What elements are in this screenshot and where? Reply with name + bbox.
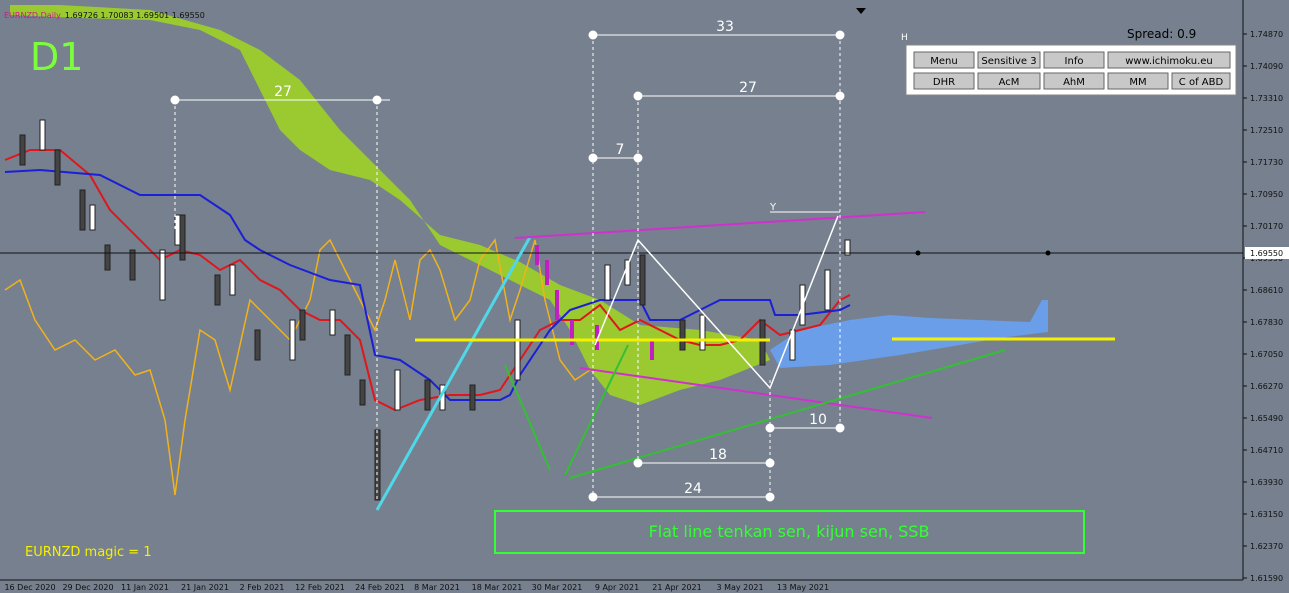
price-label: 1.66270 xyxy=(1250,382,1283,391)
measurements xyxy=(170,30,845,502)
trend-line xyxy=(375,236,532,511)
date-label: 24 Feb 2021 xyxy=(355,583,405,592)
marker: Y xyxy=(769,202,777,213)
annotation: 33 xyxy=(716,19,734,35)
price-label: 1.70170 xyxy=(1250,222,1283,231)
price-label: 1.63930 xyxy=(1250,478,1283,487)
spread: Spread: 0.9 xyxy=(1127,27,1196,41)
price-label: 1.65490 xyxy=(1250,414,1283,423)
candles-magenta xyxy=(535,245,654,360)
trend-line xyxy=(579,367,933,419)
callout-text: Flat line tenkan sen, kijun sen, SSB xyxy=(649,522,930,541)
trend-line xyxy=(514,211,926,239)
button-label: Info xyxy=(1065,56,1084,67)
button[interactable]: DHR xyxy=(913,72,975,90)
button-face xyxy=(1171,72,1231,90)
dot xyxy=(915,250,921,256)
price-label: 1.73310 xyxy=(1250,94,1283,103)
price-label: 1.67830 xyxy=(1250,318,1283,327)
price-label: 1.62370 xyxy=(1250,542,1283,551)
date-label: 29 Dec 2020 xyxy=(62,583,113,592)
price-label: 1.64710 xyxy=(1250,446,1283,455)
button[interactable]: AhM xyxy=(1043,72,1105,90)
date-label: 21 Apr 2021 xyxy=(652,583,701,592)
button[interactable]: Menu xyxy=(913,51,975,69)
annotation: 7 xyxy=(616,142,625,158)
chikou-span xyxy=(4,238,591,496)
date-label: 18 Mar 2021 xyxy=(472,583,523,592)
button-face xyxy=(1107,72,1169,90)
button-label: C of ABD xyxy=(1179,77,1224,88)
current-price-box xyxy=(1245,247,1289,259)
panel-icon[interactable]: H xyxy=(901,33,908,43)
abc-lines xyxy=(594,215,839,390)
date-label: 3 May 2021 xyxy=(716,583,763,592)
button-face xyxy=(1043,72,1105,90)
callout-box xyxy=(494,510,1085,554)
kijun-sen xyxy=(4,168,851,401)
date-label: 11 Jan 2021 xyxy=(121,583,169,592)
button-label: MM xyxy=(1129,77,1146,88)
dot xyxy=(1045,250,1051,256)
annotation: 18 xyxy=(709,447,727,463)
annotation: 27 xyxy=(739,80,757,96)
annotation: 27 xyxy=(274,84,292,100)
button-face xyxy=(1043,51,1105,69)
button-face xyxy=(1107,51,1231,69)
price-label: 1.68610 xyxy=(1250,286,1283,295)
button-face xyxy=(977,72,1041,90)
price-axis: 1.74870 1.74090 1.73310 1.72510 1.71730 1.709… xyxy=(1243,30,1283,583)
button-label: Menu xyxy=(930,56,957,67)
button[interactable]: Info xyxy=(1043,51,1105,69)
button[interactable]: Sensitive 3 xyxy=(977,51,1041,69)
button-face xyxy=(913,51,975,69)
date-label: 9 Apr 2021 xyxy=(595,583,639,592)
price-label: 1.74870 xyxy=(1250,30,1283,39)
date-label: 2 Feb 2021 xyxy=(240,583,285,592)
footer-label: EURNZD magic = 1 xyxy=(25,545,152,560)
current-price: 1.69550 xyxy=(1250,249,1283,258)
kumo-blue xyxy=(770,300,1048,368)
scroll-marker xyxy=(856,8,866,14)
date-axis: 16 Dec 2020 29 Dec 2020 11 Jan 2021 21 Jan … xyxy=(4,583,829,592)
price-label: 1.71730 xyxy=(1250,158,1283,167)
date-label: 8 Mar 2021 xyxy=(414,583,460,592)
price-label: 1.63150 xyxy=(1250,510,1283,519)
button[interactable]: AcM xyxy=(977,72,1041,90)
date-label: 16 Dec 2020 xyxy=(4,583,55,592)
date-label: 21 Jan 2021 xyxy=(181,583,229,592)
date-label: 12 Feb 2021 xyxy=(295,583,345,592)
kumo-green xyxy=(10,5,770,405)
button-label: DHR xyxy=(933,77,955,88)
button-label: Sensitive 3 xyxy=(981,56,1036,67)
button[interactable]: www.ichimoku.eu xyxy=(1107,51,1231,69)
price-label: 1.74090 xyxy=(1250,62,1283,71)
button-label: AcM xyxy=(999,77,1020,88)
quote: EURNZD,Daily 1.69726 1.70083 1.69501 1.69… xyxy=(4,11,205,20)
price-label: 1.67050 xyxy=(1250,350,1283,359)
candles-bear xyxy=(19,134,766,501)
candles-bull xyxy=(39,119,851,411)
button-label: AhM xyxy=(1063,77,1085,88)
price-label: 1.70950 xyxy=(1250,190,1283,199)
date-label: 30 Mar 2021 xyxy=(532,583,583,592)
buttons: Menu Sensitive 3 Info www.ichimoku.eu DHR AcM… xyxy=(913,51,1231,90)
timeframe: D1 xyxy=(30,35,83,79)
button-face xyxy=(977,51,1041,69)
price-label: 1.72510 xyxy=(1250,126,1283,135)
date-label: 13 May 2021 xyxy=(777,583,829,592)
button-label: www.ichimoku.eu xyxy=(1125,56,1213,67)
annotation: 10 xyxy=(809,412,827,428)
arrows xyxy=(504,344,1006,479)
annotation: 24 xyxy=(684,481,702,497)
button[interactable]: MM xyxy=(1107,72,1169,90)
button-face xyxy=(913,72,975,90)
price-label: 1.61590 xyxy=(1250,574,1283,583)
button[interactable]: C of ABD xyxy=(1171,72,1231,90)
